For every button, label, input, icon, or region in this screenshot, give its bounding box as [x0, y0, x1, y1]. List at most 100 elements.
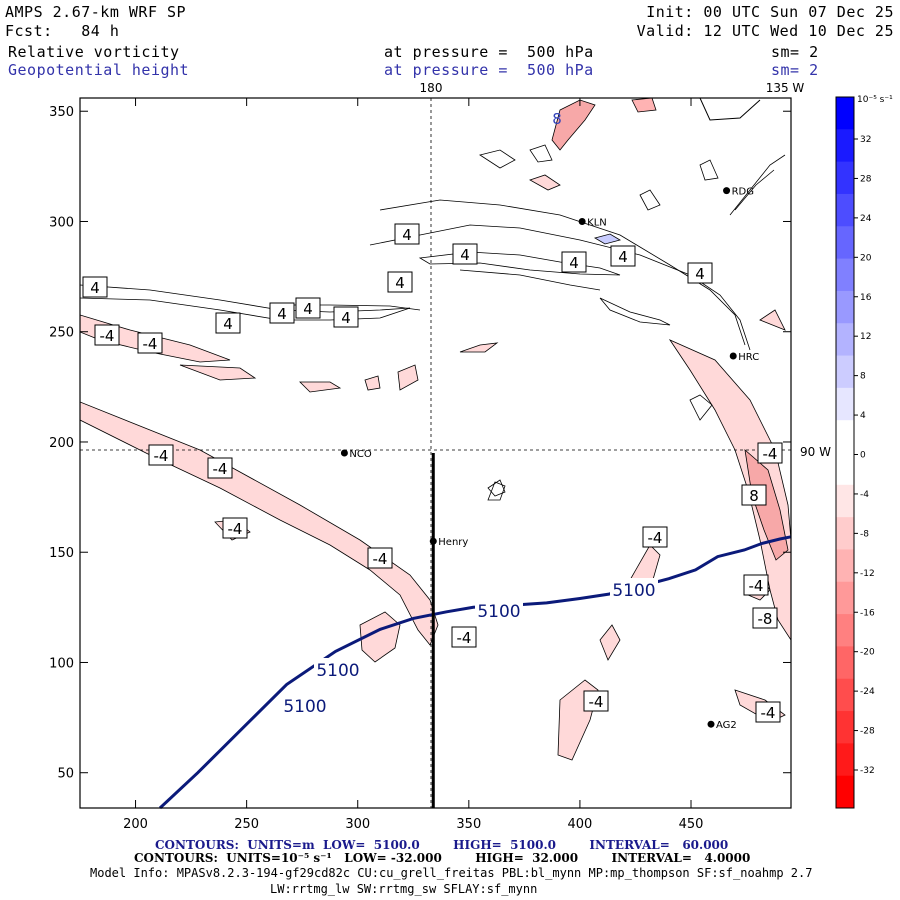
vorticity-band-neg [179, 364, 257, 381]
label-text: 4 [395, 274, 405, 292]
label-box [94, 324, 120, 346]
station-label: Henry [438, 537, 468, 548]
y-tick-label: 100 [49, 656, 74, 671]
vorticity-contour-label: 4 [610, 245, 636, 267]
height-label-bg [281, 694, 329, 716]
colorbar-tick-label: 0 [860, 451, 866, 461]
field1-name: Relative vorticity [8, 43, 180, 61]
field2-level: at pressure = 500 hPa [384, 61, 594, 79]
colorbar-tick-label: 28 [860, 174, 872, 184]
contour-line-pos [599, 297, 671, 326]
colorbar-segment [836, 775, 854, 809]
label-box [387, 271, 413, 293]
label-box [451, 626, 477, 648]
vorticity-contour-label: -4 [743, 574, 769, 596]
colorbar-tick-label: -20 [860, 648, 875, 658]
colorbar-tick-label: 20 [860, 253, 872, 263]
colorbar-segment [836, 387, 854, 421]
vorticity-blob-neg [359, 611, 401, 663]
lon-label-180: 180 [420, 81, 443, 95]
station-marker [429, 537, 437, 545]
label-box [207, 457, 233, 479]
vorticity-blob-neg [599, 624, 621, 661]
label-text: -4 [457, 629, 472, 647]
vorticity-contour-label: -4 [451, 626, 477, 648]
vorticity-core-neg [551, 99, 596, 151]
vorticity-contour-label: 4 [215, 312, 241, 334]
colorbar-segment [836, 711, 854, 744]
colorbar-segment [836, 193, 854, 227]
label-text: -4 [143, 335, 158, 353]
height-contour-label: 5100 [612, 581, 655, 601]
label-text: 4 [277, 305, 287, 323]
contour-line-pos [418, 251, 621, 276]
vorticity-contour-label: 4 [387, 271, 413, 293]
contour-line-pos [479, 149, 516, 169]
footer-vorticity-contours: CONTOURS: UNITS=10⁻⁵ s⁻¹ LOW= -32.000 HI… [134, 851, 751, 865]
label-text: -4 [648, 529, 663, 547]
colorbar-segment [836, 97, 854, 130]
colorbar-tick-label: -12 [860, 569, 875, 579]
contour-line-pos [369, 224, 751, 351]
height-label-bg [475, 599, 523, 621]
label-text: 4 [402, 226, 412, 244]
vorticity-blob-neg [397, 364, 419, 391]
label-text: -4 [100, 327, 115, 345]
x-tick-label: 350 [456, 817, 481, 832]
label-box [148, 444, 174, 466]
vorticity-blob-pos [593, 233, 622, 245]
colorbar-tick-label: -16 [860, 608, 875, 618]
model-title: AMPS 2.67-km WRF SP [5, 3, 187, 21]
lon-label-90w: 90 W [800, 445, 831, 459]
x-tick-label: 300 [345, 817, 370, 832]
y-tick-label: 350 [49, 105, 74, 120]
footer-height-contours: CONTOURS: UNITS=m LOW= 5100.0 HIGH= 5100… [155, 838, 729, 852]
field2-smoothing: sm= 2 [771, 61, 819, 79]
contour-line-pos [487, 481, 506, 501]
label-text: -4 [154, 447, 169, 465]
colorbar-segment [836, 678, 854, 712]
label-text: 4 [223, 315, 233, 333]
vorticity-blob-neg [459, 342, 499, 353]
vorticity-blob-neg [529, 174, 561, 191]
colorbar-tick-label: -24 [860, 687, 875, 697]
label-box [269, 302, 295, 324]
label-text: 4 [618, 248, 628, 266]
field1-level: at pressure = 500 hPa [384, 43, 594, 61]
y-tick-label: 200 [49, 436, 74, 451]
label-text: -4 [228, 520, 243, 538]
colorbar-tick-label: 4 [860, 411, 866, 421]
colorbar-tick-label: 32 [860, 135, 871, 145]
contour-line-pos [699, 159, 719, 181]
station-marker [340, 449, 348, 457]
colorbar-segment [836, 743, 854, 777]
colorbar-tick-label: 16 [860, 293, 872, 303]
colorbar-segment [836, 549, 854, 583]
station-marker [707, 720, 715, 728]
label-box [82, 276, 108, 298]
label-text: -8 [758, 610, 773, 628]
colorbar-tick-label: -32 [860, 766, 875, 776]
station-marker [729, 352, 737, 360]
height-contour-layer [158, 535, 792, 810]
vorticity-contour-label: 4 [561, 251, 587, 273]
vorticity-blob-pos [631, 98, 657, 113]
contour-line-pos [459, 269, 601, 291]
vorticity-contour-label-8: 8 [552, 110, 562, 128]
height-label-bg [314, 658, 362, 680]
label-box [394, 223, 420, 245]
station-marker [578, 217, 586, 225]
colorbar-frame [835, 96, 855, 809]
vorticity-contour-label: 8 [741, 484, 767, 506]
y-tick-label: 50 [57, 767, 74, 782]
label-box [367, 547, 393, 569]
station-label: NCO [349, 449, 371, 460]
station-label: RDG [732, 187, 754, 198]
x-tick-label: 450 [679, 817, 704, 832]
colorbar-segment [836, 420, 854, 453]
height-contour-label: 5100 [477, 602, 520, 622]
contour-line-pos [689, 394, 713, 421]
forecast-hour: Fcst: 84 h [5, 22, 120, 40]
vorticity-blob-neg [364, 375, 381, 391]
label-box [222, 517, 248, 539]
